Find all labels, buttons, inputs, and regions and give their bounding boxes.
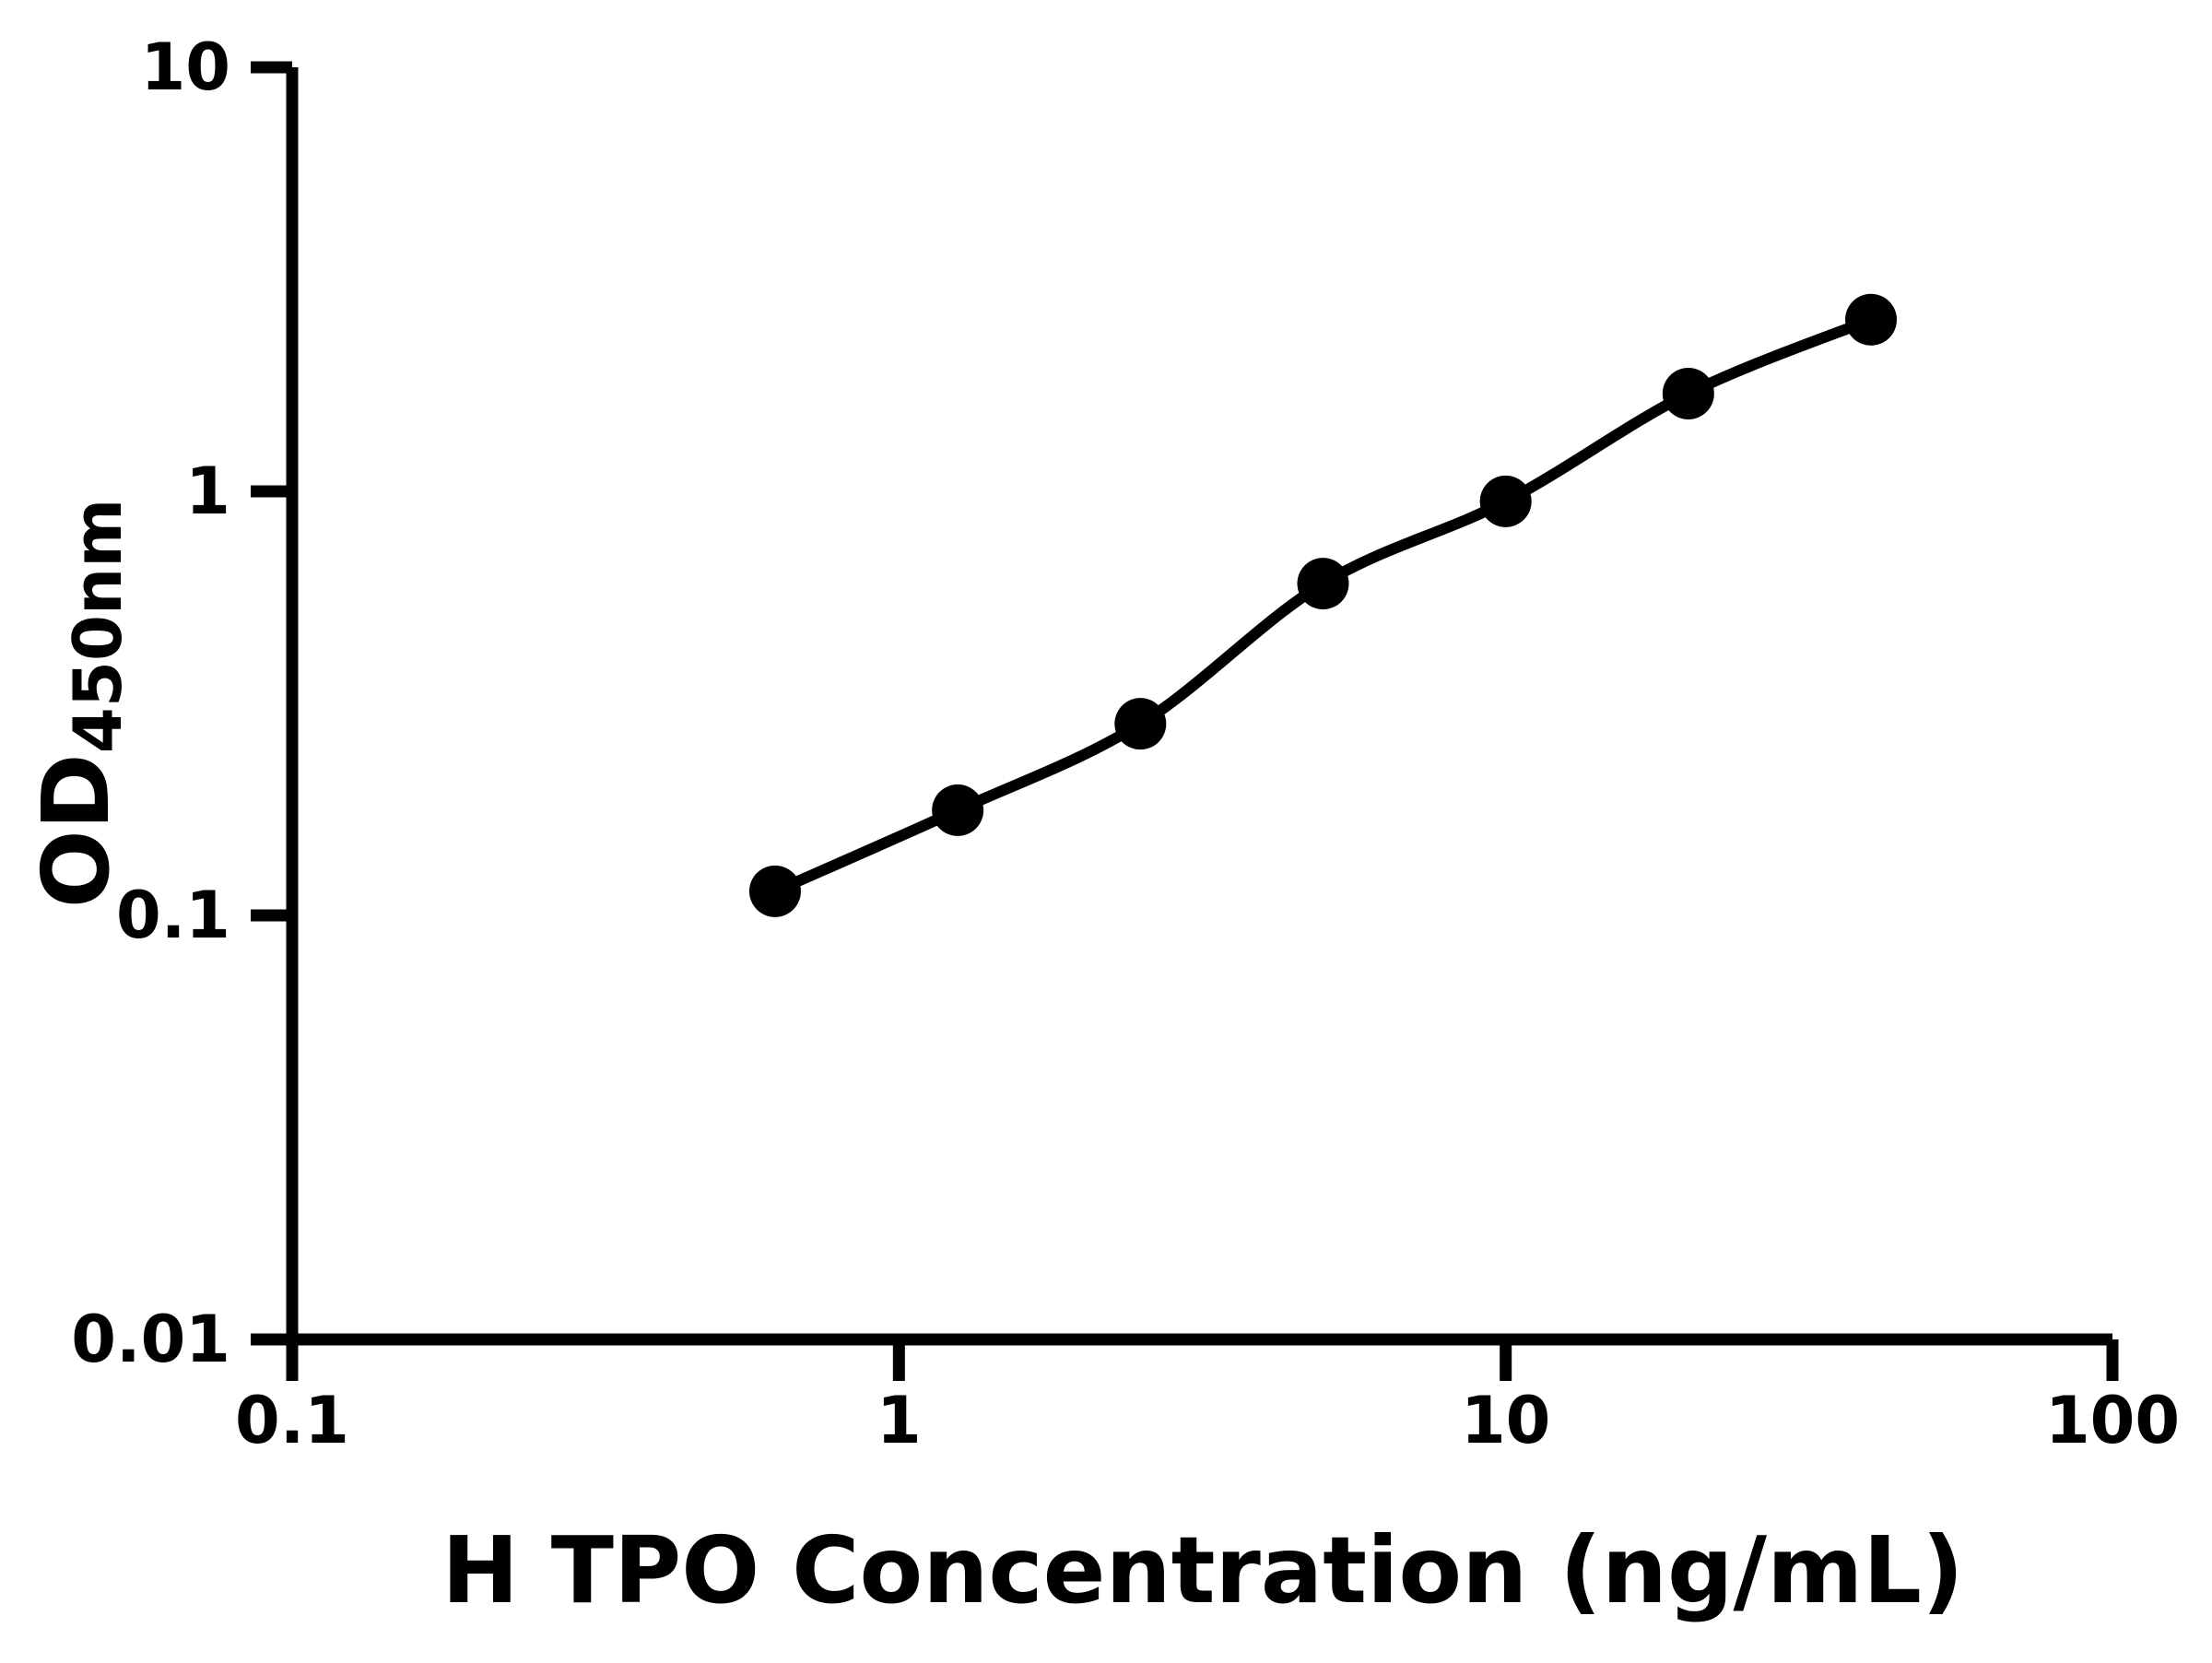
y-tick-label: 10 (141, 29, 230, 105)
axis-spine (286, 67, 2112, 1346)
data-point-marker (1479, 475, 1532, 527)
x-tick-label: 10 (1461, 1383, 1550, 1458)
data-point-marker (748, 865, 801, 917)
y-tick-label: 0.01 (71, 1302, 230, 1377)
y-axis-title-sub: 450nm (59, 499, 136, 754)
data-point-marker (1662, 367, 1714, 419)
data-point-marker (1845, 293, 1898, 346)
x-tick-label: 1 (877, 1383, 922, 1458)
y-tick-label: 0.1 (116, 878, 230, 953)
y-axis-title-main: OD (22, 753, 130, 908)
x-tick-label: 0.1 (235, 1383, 349, 1458)
x-tick-label: 100 (2045, 1383, 2180, 1458)
data-point-marker (1114, 698, 1167, 750)
data-layer (748, 293, 1898, 917)
data-point-marker (932, 784, 984, 836)
y-tick-label: 1 (185, 454, 230, 529)
x-axis-title: H TPO Concentration (ng/mL) (441, 1516, 1963, 1624)
data-point-marker (1297, 558, 1349, 610)
y-axis-title: OD450nm (22, 499, 136, 909)
